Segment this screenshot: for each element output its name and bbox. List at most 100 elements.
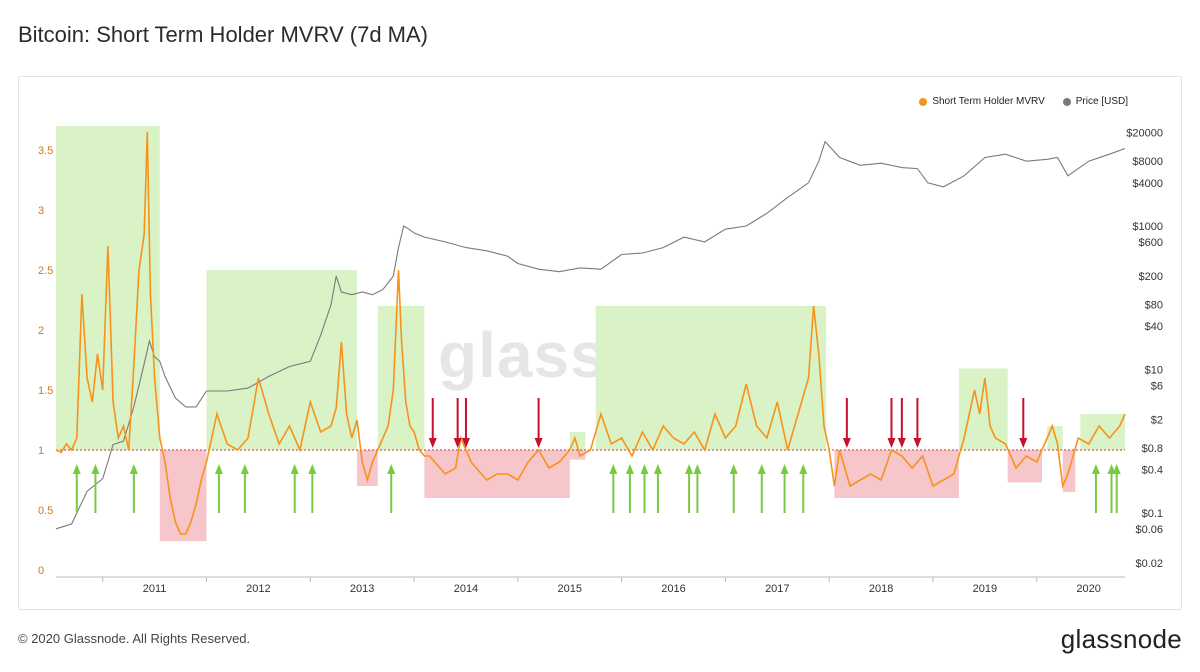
right-tick-label: $4000 <box>1132 178 1163 190</box>
green-arrow-9 <box>625 464 634 513</box>
red-arrow-head <box>842 438 851 448</box>
green-zone-3 <box>569 432 586 450</box>
right-tick-label: $20000 <box>1126 128 1163 140</box>
red-zone-0 <box>159 450 207 542</box>
right-tick-label: $1000 <box>1132 221 1163 233</box>
green-arrow-7 <box>387 464 396 513</box>
green-zone-0 <box>56 126 160 450</box>
x-tick-label: 2019 <box>973 583 997 595</box>
x-tick-label: 2015 <box>558 583 582 595</box>
red-arrow-7 <box>913 398 922 448</box>
series-mvrv-line <box>55 131 1126 535</box>
green-arrow-head <box>72 464 81 474</box>
green-zone-5 <box>958 368 1008 450</box>
green-zone-7 <box>1080 414 1125 450</box>
green-arrow-6 <box>308 464 317 513</box>
left-tick-label: 1.5 <box>38 385 53 397</box>
red-arrow-0 <box>428 398 437 448</box>
green-arrow-head <box>685 464 694 474</box>
red-arrow-head <box>887 438 896 448</box>
x-tick-label: 2012 <box>246 583 270 595</box>
green-arrow-head <box>1091 464 1100 474</box>
legend: Short Term Holder MVRV Price [USD] <box>919 96 1128 107</box>
right-tick-label: $2 <box>1151 415 1163 427</box>
red-arrow-head <box>913 438 922 448</box>
red-arrow-head <box>428 438 437 448</box>
x-tick-label: 2020 <box>1076 583 1100 595</box>
green-arrow-19 <box>1107 464 1116 513</box>
green-arrow-4 <box>240 464 249 513</box>
x-tick-label: 2018 <box>869 583 893 595</box>
red-zone-3 <box>569 450 586 460</box>
left-tick-label: 2 <box>38 325 44 337</box>
legend-item-price[interactable]: Price [USD] <box>1062 96 1128 107</box>
chart-frame <box>18 76 1182 610</box>
green-arrow-head <box>609 464 618 474</box>
green-arrow-head <box>91 464 100 474</box>
green-arrow-head <box>653 464 662 474</box>
green-arrow-head <box>308 464 317 474</box>
red-arrow-head <box>897 438 906 448</box>
green-arrow-head <box>214 464 223 474</box>
right-tick-label: $600 <box>1139 237 1163 249</box>
red-arrow-4 <box>842 398 851 448</box>
green-arrow-15 <box>757 464 766 513</box>
right-tick-label: $6 <box>1151 380 1163 392</box>
red-arrow-6 <box>897 398 906 448</box>
right-tick-label: $200 <box>1139 271 1163 283</box>
green-arrow-head <box>625 464 634 474</box>
green-arrow-head <box>693 464 702 474</box>
green-arrow-head <box>729 464 738 474</box>
x-tick-label: 2014 <box>454 583 478 595</box>
red-arrow-1 <box>453 398 462 448</box>
x-tick-label: 2013 <box>350 583 374 595</box>
green-arrow-5 <box>290 464 299 513</box>
green-arrow-20 <box>1112 464 1121 513</box>
right-tick-label: $10 <box>1145 364 1163 376</box>
green-arrow-17 <box>799 464 808 513</box>
legend-item-mvrv[interactable]: Short Term Holder MVRV <box>919 96 1045 107</box>
right-tick-label: $0.4 <box>1142 465 1163 477</box>
green-arrow-head <box>757 464 766 474</box>
right-tick-label: $8000 <box>1132 156 1163 168</box>
x-tick-label: 2016 <box>661 583 685 595</box>
copyright-footer: © 2020 Glassnode. All Rights Reserved. <box>18 631 251 646</box>
x-tick-label: 2017 <box>765 583 789 595</box>
red-zone-4 <box>834 450 959 498</box>
green-arrow-12 <box>685 464 694 513</box>
red-arrow-head <box>534 438 543 448</box>
red-arrow-2 <box>461 398 470 448</box>
right-tick-label: $0.8 <box>1142 443 1163 455</box>
legend-label-mvrv: Short Term Holder MVRV <box>932 96 1045 107</box>
green-arrow-head <box>240 464 249 474</box>
left-tick-label: 0 <box>38 565 44 577</box>
green-arrow-13 <box>693 464 702 513</box>
red-arrow-head <box>453 438 462 448</box>
green-arrow-head <box>799 464 808 474</box>
green-arrow-head <box>129 464 138 474</box>
green-zone-1 <box>206 270 357 450</box>
right-tick-label: $0.06 <box>1135 524 1163 536</box>
right-tick-label: $80 <box>1145 300 1163 312</box>
x-tick-label: 2011 <box>143 583 167 595</box>
brand-logo: glassnode <box>1060 624 1182 654</box>
left-tick-label: 3 <box>38 205 44 217</box>
right-tick-label: $0.1 <box>1142 508 1163 520</box>
green-arrow-3 <box>214 464 223 513</box>
legend-dot-mvrv <box>919 97 928 106</box>
green-arrow-10 <box>640 464 649 513</box>
green-arrow-11 <box>653 464 662 513</box>
red-arrow-8 <box>1019 398 1028 448</box>
left-tick-label: 3.5 <box>38 145 53 157</box>
green-arrow-head <box>290 464 299 474</box>
red-zone-5 <box>1007 450 1042 483</box>
left-tick-label: 1 <box>38 445 44 457</box>
green-arrow-1 <box>91 464 100 513</box>
green-arrow-0 <box>72 464 81 513</box>
green-arrow-head <box>1112 464 1121 474</box>
red-arrow-5 <box>887 398 896 448</box>
right-tick-label: $0.02 <box>1135 558 1163 570</box>
right-tick-label: $40 <box>1145 321 1163 333</box>
green-arrow-head <box>780 464 789 474</box>
